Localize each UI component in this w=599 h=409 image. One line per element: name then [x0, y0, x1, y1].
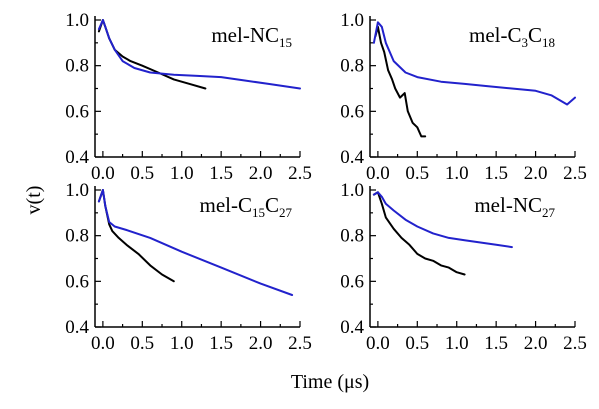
panel-top-right: 0.4 0.6 0.8 1.0 0.0 0.5 1.0 1.5 2.0 2.5 mel-C3C18	[340, 10, 587, 184]
panel-title-main-bottom-left: mel-C	[199, 193, 252, 217]
x-tick-label-bottom-left-1: 0.5	[130, 333, 154, 354]
panel-title-main-bottom-right: mel-NC	[474, 193, 542, 217]
x-tick-label-bottom-right-5: 2.5	[563, 333, 587, 354]
panel-top-left: 0.4 0.6 0.8 1.0 0.0 0.5 1.0 1.5 2.0 2.5 mel-NC15	[65, 10, 312, 184]
x-tick-label-top-right-0: 0.0	[366, 163, 390, 184]
panel-title-sub2-bottom-left: 27	[279, 205, 293, 220]
x-tick-label-bottom-left-0: 0.0	[91, 333, 115, 354]
panel-title-bottom-right: mel-NC27	[474, 193, 555, 220]
panel-title-top-left: mel-NC15	[211, 23, 292, 50]
x-tick-label-bottom-left-4: 2.0	[249, 333, 273, 354]
y-tick-label-top-left-3: 1.0	[65, 10, 89, 31]
series-line-bottom-right-1	[372, 191, 513, 249]
series-line-top-right-0	[374, 25, 427, 138]
series-line-top-right-1	[372, 21, 576, 106]
x-tick-label-top-left-1: 0.5	[130, 163, 154, 184]
x-tick-label-top-right-5: 2.5	[563, 163, 587, 184]
panel-title-sub-top-right: 3	[521, 35, 528, 50]
panel-title-main-top-right: mel-C	[469, 23, 522, 47]
x-tick-label-top-right-1: 0.5	[405, 163, 429, 184]
panel-title-sub-top-left: 15	[279, 35, 292, 50]
series-line-bottom-right-0	[372, 191, 466, 276]
panel-title-after-top-right: C	[528, 23, 542, 47]
x-axis-title: Time (μs)	[291, 371, 369, 393]
panel-title-sub-bottom-left: 15	[252, 205, 265, 220]
y-tick-label-bottom-right-2: 0.8	[340, 226, 364, 247]
x-tick-label-top-left-3: 1.5	[209, 163, 233, 184]
x-tick-label-top-right-2: 1.0	[445, 163, 469, 184]
series-line-top-left-0	[97, 19, 207, 90]
x-tick-label-bottom-right-0: 0.0	[366, 333, 390, 354]
series-line-bottom-left-1	[97, 189, 294, 296]
x-tick-label-bottom-right-3: 1.5	[484, 333, 508, 354]
y-tick-label-top-left-0: 0.4	[65, 147, 89, 168]
y-tick-label-bottom-left-0: 0.4	[65, 317, 89, 338]
x-tick-label-top-left-5: 2.5	[288, 163, 312, 184]
x-tick-label-top-left-4: 2.0	[249, 163, 273, 184]
panel-title-after-bottom-left: C	[265, 193, 279, 217]
y-tick-label-top-right-3: 1.0	[340, 10, 364, 31]
series-line-top-left-1	[97, 19, 301, 90]
y-tick-label-bottom-left-3: 1.0	[65, 180, 89, 201]
x-tick-label-bottom-left-2: 1.0	[170, 333, 194, 354]
y-tick-label-top-right-0: 0.4	[340, 147, 364, 168]
panel-bottom-left: 0.4 0.6 0.8 1.0 0.0 0.5 1.0 1.5 2.0 2.5 mel-C15C27	[65, 180, 312, 354]
series-line-bottom-left-0	[97, 189, 175, 283]
x-tick-label-bottom-right-4: 2.0	[524, 333, 548, 354]
x-tick-label-bottom-right-1: 0.5	[405, 333, 429, 354]
x-tick-label-bottom-left-3: 1.5	[209, 333, 233, 354]
y-tick-label-top-left-2: 0.8	[65, 56, 89, 77]
x-tick-label-top-right-3: 1.5	[484, 163, 508, 184]
x-tick-label-top-left-2: 1.0	[170, 163, 194, 184]
y-tick-label-top-right-1: 0.6	[340, 101, 364, 122]
y-tick-label-bottom-right-3: 1.0	[340, 180, 364, 201]
x-tick-label-top-right-4: 2.0	[524, 163, 548, 184]
panel-title-top-right: mel-C3C18	[469, 23, 555, 50]
panel-title-bottom-left: mel-C15C27	[199, 193, 292, 220]
x-tick-label-bottom-right-2: 1.0	[445, 333, 469, 354]
y-axis-title: v(t)	[23, 186, 45, 215]
panel-bottom-right: 0.4 0.6 0.8 1.0 0.0 0.5 1.0 1.5 2.0 2.5 mel-NC27	[340, 180, 587, 354]
panel-title-main-top-left: mel-NC	[211, 23, 279, 47]
x-tick-label-top-left-0: 0.0	[91, 163, 115, 184]
y-tick-label-top-right-2: 0.8	[340, 56, 364, 77]
panel-title-sub-bottom-right: 27	[542, 205, 556, 220]
y-tick-label-bottom-left-2: 0.8	[65, 226, 89, 247]
y-tick-label-bottom-right-0: 0.4	[340, 317, 364, 338]
y-tick-label-bottom-left-1: 0.6	[65, 271, 89, 292]
x-tick-label-bottom-left-5: 2.5	[288, 333, 312, 354]
y-tick-label-bottom-right-1: 0.6	[340, 271, 364, 292]
panels-group: 0.40.60.81.00.0 0.5 1.0 1.5 2.0 2.5mel-NC150.…	[65, 10, 587, 354]
panel-title-sub2-top-right: 18	[542, 35, 555, 50]
y-tick-label-top-left-1: 0.6	[65, 101, 89, 122]
